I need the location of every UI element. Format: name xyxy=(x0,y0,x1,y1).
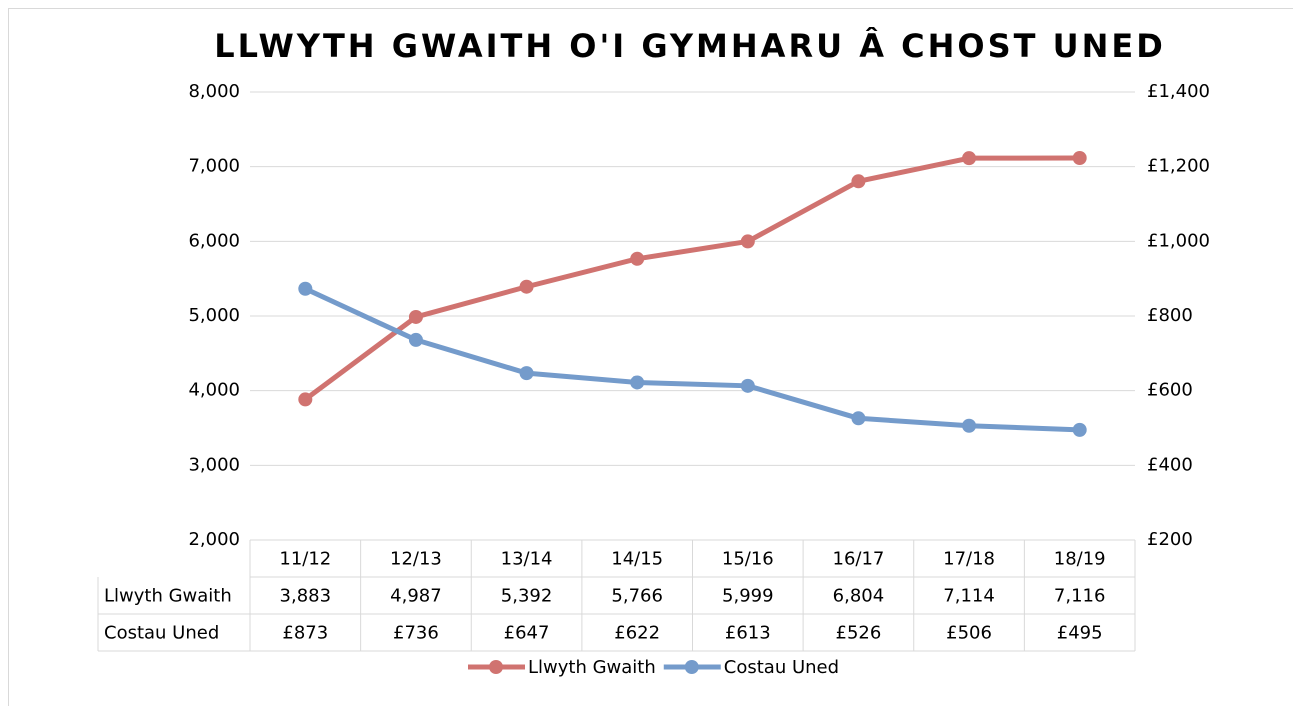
table-value: 6,804 xyxy=(833,586,885,607)
legend-label: Costau Uned xyxy=(724,657,839,678)
table-value: 5,999 xyxy=(722,586,774,607)
table-value: £613 xyxy=(725,623,771,644)
series-line xyxy=(303,155,1080,402)
series-marker xyxy=(740,378,755,393)
table-value: £873 xyxy=(282,623,328,644)
table-value: £647 xyxy=(504,623,550,644)
y-tick-label: 4,000 xyxy=(188,380,240,401)
table-value: £526 xyxy=(836,623,882,644)
table-value: 7,116 xyxy=(1054,586,1106,607)
table-value: 7,114 xyxy=(943,586,995,607)
table-value: £506 xyxy=(946,623,992,644)
table-value: £736 xyxy=(393,623,439,644)
legend-label: Llwyth Gwaith xyxy=(528,657,656,678)
series-marker xyxy=(962,151,977,166)
chart-border xyxy=(8,8,1293,706)
series-marker xyxy=(851,411,866,426)
series-marker xyxy=(1072,422,1087,437)
legend-swatch xyxy=(489,660,503,674)
series-marker xyxy=(408,332,423,347)
x-tick-label: 16/17 xyxy=(833,549,885,570)
chart-title: LLWYTH GWAITH O'I GYMHARU Â CHOST UNED xyxy=(214,27,1166,65)
x-tick-label: 13/14 xyxy=(501,549,553,570)
x-tick-label: 11/12 xyxy=(279,549,331,570)
table-row-label: Llwyth Gwaith xyxy=(104,586,232,607)
series-marker xyxy=(298,281,313,296)
table-value: £495 xyxy=(1057,623,1103,644)
series-marker xyxy=(962,418,977,433)
y-tick-label: 2,000 xyxy=(188,529,240,550)
y-tick-label: 7,000 xyxy=(188,156,240,177)
series-marker xyxy=(1072,151,1087,166)
y2-tick-label: £1,200 xyxy=(1147,156,1210,177)
legend-swatch xyxy=(684,660,699,674)
table-value: £622 xyxy=(614,623,660,644)
table-value: 4,987 xyxy=(390,586,442,607)
y2-tick-label: £400 xyxy=(1147,454,1193,475)
x-tick-label: 14/15 xyxy=(611,549,663,570)
y2-tick-label: £1,400 xyxy=(1147,81,1210,102)
table-row-label: Costau Uned xyxy=(104,623,219,644)
x-tick-label: 12/13 xyxy=(390,549,442,570)
table-value: 3,883 xyxy=(280,586,332,607)
table-value: 5,766 xyxy=(611,586,663,607)
series-marker xyxy=(740,234,755,249)
y2-tick-label: £200 xyxy=(1147,529,1193,550)
y-tick-label: 8,000 xyxy=(188,81,240,102)
y-tick-label: 3,000 xyxy=(188,454,240,475)
y-tick-label: 5,000 xyxy=(188,305,240,326)
x-tick-label: 18/19 xyxy=(1054,549,1106,570)
series-marker xyxy=(851,174,866,189)
series-marker xyxy=(519,279,534,294)
y2-tick-label: £1,000 xyxy=(1147,230,1210,251)
x-tick-label: 15/16 xyxy=(722,549,774,570)
series-line xyxy=(304,286,1080,433)
series-marker xyxy=(298,392,313,407)
y2-tick-label: £600 xyxy=(1147,380,1193,401)
series-marker xyxy=(630,375,645,390)
y2-tick-label: £800 xyxy=(1147,305,1193,326)
series-marker xyxy=(408,309,423,324)
x-tick-label: 17/18 xyxy=(943,549,995,570)
series-marker xyxy=(519,366,534,381)
series-marker xyxy=(630,251,645,266)
table-value: 5,392 xyxy=(501,586,553,607)
y-tick-label: 6,000 xyxy=(188,230,240,251)
